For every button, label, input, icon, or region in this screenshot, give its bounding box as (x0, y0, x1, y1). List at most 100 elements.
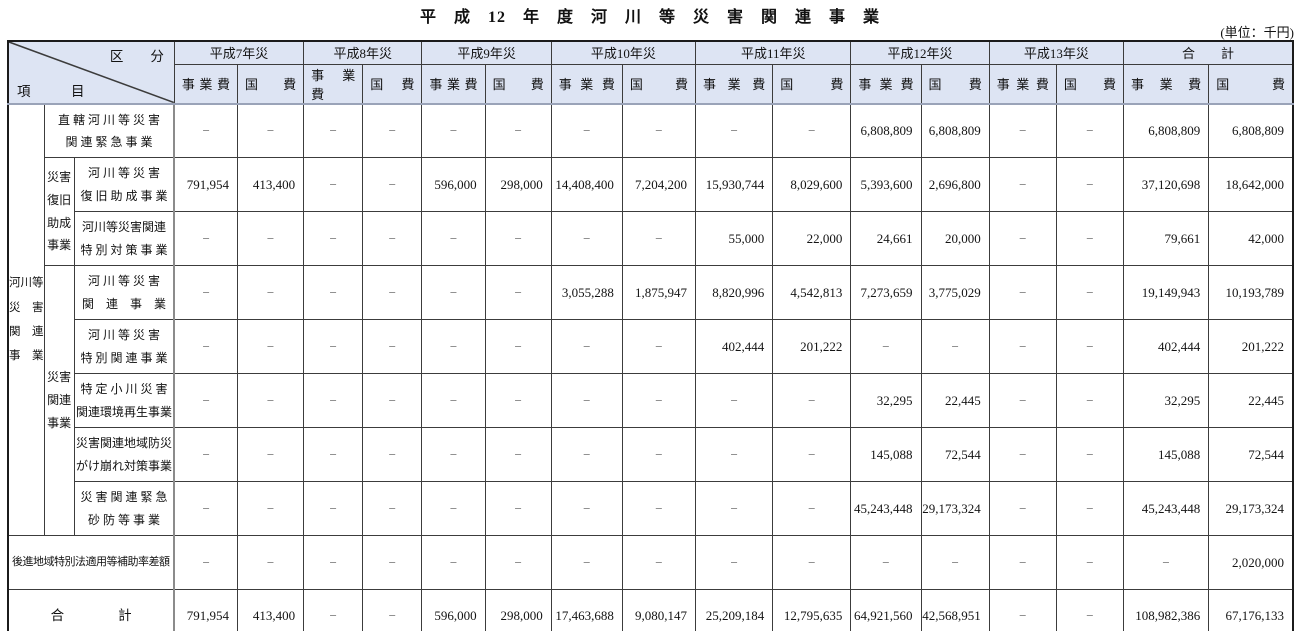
value-cell-r8-c3: − (303, 481, 364, 536)
value-cell-r1-c16: 6,808,809 (1208, 103, 1294, 158)
value-cell-r1-c7: − (550, 103, 623, 158)
col-group-3: 平成9年災 (421, 40, 552, 65)
value-cell-r4-c5: − (421, 265, 486, 320)
row-label: 特 定 小 川 災 害 関連環境再生事業 (73, 373, 176, 428)
value-cell-r7-c12: 72,544 (920, 427, 990, 482)
col-sub-8-kokuhi: 国 費 (1208, 63, 1294, 105)
value-cell-r10-c4: − (362, 589, 423, 631)
group-label-fukkyuu: 災害 復旧 助成 事業 (43, 157, 75, 266)
value-cell-r6-c10: − (772, 373, 852, 428)
col-group-1: 平成7年災 (173, 40, 305, 65)
value-cell-r4-c8: 1,875,947 (621, 265, 697, 320)
col-sub-2-jigyouhi: 事 業 費 (303, 63, 364, 105)
value-cell-r2-c12: 2,696,800 (920, 157, 990, 212)
value-cell-r5-c8: − (621, 319, 697, 374)
row-label: 直 轄 河 川 等 災 害 関 連 緊 急 事 業 (43, 103, 176, 158)
value-cell-r3-c10: 22,000 (772, 211, 852, 266)
value-cell-r3-c13: − (988, 211, 1057, 266)
value-cell-r1-c5: − (421, 103, 486, 158)
col-group-6: 平成12年災 (850, 40, 990, 65)
value-cell-r6-c6: − (484, 373, 552, 428)
value-cell-r3-c16: 42,000 (1208, 211, 1294, 266)
group-label-kanren: 災害 関連 事業 (43, 265, 75, 536)
row-label: 河 川 等 災 害 復 旧 助 成 事 業 (73, 157, 176, 212)
value-cell-r7-c4: − (362, 427, 423, 482)
value-cell-r8-c15: 45,243,448 (1122, 481, 1210, 536)
value-cell-r8-c9: − (695, 481, 774, 536)
value-cell-r7-c5: − (421, 427, 486, 482)
value-cell-r7-c8: − (621, 427, 697, 482)
value-cell-r3-c8: − (621, 211, 697, 266)
table-row-9: 後進地域特別法適用等補助率差額 − − − − − − − − − − − − − − −2,020,000 (7, 535, 1294, 590)
col-sub-3-jigyouhi: 事 業 費 (421, 63, 486, 105)
value-cell-r4-c4: − (362, 265, 423, 320)
value-cell-r4-c14: − (1055, 265, 1125, 320)
value-cell-r2-c11: 5,393,600 (850, 157, 922, 212)
value-cell-r2-c9: 15,930,744 (695, 157, 774, 212)
col-sub-7-jigyouhi: 事 業 費 (988, 63, 1057, 105)
value-cell-r9-c8: − (621, 535, 697, 590)
value-cell-r10-c14: − (1055, 589, 1125, 631)
value-cell-r3-c2: − (236, 211, 305, 266)
value-cell-r3-c1: − (173, 211, 239, 266)
value-cell-r2-c16: 18,642,000 (1208, 157, 1294, 212)
value-cell-r6-c9: − (695, 373, 774, 428)
col-sub-6-jigyouhi: 事 業 費 (850, 63, 922, 105)
value-cell-r6-c2: − (236, 373, 305, 428)
value-cell-r7-c11: 145,088 (850, 427, 922, 482)
value-cell-r1-c10: − (772, 103, 852, 158)
data-table: 区 分 項 目 平成7年災 平成8年災 平成9年災 平成10年災 平成11年災 平成12年… (7, 40, 1294, 631)
value-cell-r7-c3: − (303, 427, 364, 482)
value-cell-r8-c8: − (621, 481, 697, 536)
table-row-8: 災 害 関 連 緊 急 砂 防 等 事 業 − − − − − − − − − −45,243,44… (8, 481, 1294, 536)
value-cell-r10-c7: 17,463,688 (550, 589, 623, 631)
value-cell-r6-c8: − (621, 373, 697, 428)
value-cell-r5-c5: − (421, 319, 486, 374)
value-cell-r9-c4: − (362, 535, 423, 590)
value-cell-r1-c9: − (695, 103, 774, 158)
value-cell-r3-c3: − (303, 211, 364, 266)
value-cell-r7-c1: − (173, 427, 239, 482)
value-cell-r9-c7: − (550, 535, 623, 590)
value-cell-r10-c12: 42,568,951 (920, 589, 990, 631)
value-cell-r4-c10: 4,542,813 (772, 265, 852, 320)
value-cell-r4-c11: 7,273,659 (850, 265, 922, 320)
value-cell-r9-c16: 2,020,000 (1208, 535, 1294, 590)
value-cell-r10-c11: 64,921,560 (850, 589, 922, 631)
value-cell-r1-c2: − (236, 103, 305, 158)
value-cell-r6-c15: 32,295 (1122, 373, 1210, 428)
value-cell-r9-c10: − (772, 535, 852, 590)
value-cell-r10-c16: 67,176,133 (1208, 589, 1294, 631)
value-cell-r1-c4: − (362, 103, 423, 158)
col-sub-5-jigyouhi: 事 業 費 (695, 63, 774, 105)
diagonal-divider-icon (9, 42, 174, 102)
value-cell-r5-c15: 402,444 (1122, 319, 1210, 374)
value-cell-r2-c14: − (1055, 157, 1125, 212)
col-group-7: 平成13年災 (988, 40, 1125, 65)
value-cell-r3-c4: − (362, 211, 423, 266)
value-cell-r5-c4: − (362, 319, 423, 374)
value-cell-r4-c15: 19,149,943 (1122, 265, 1210, 320)
value-cell-r7-c15: 145,088 (1122, 427, 1210, 482)
value-cell-r7-c2: − (236, 427, 305, 482)
value-cell-r5-c14: − (1055, 319, 1125, 374)
value-cell-r3-c6: − (484, 211, 552, 266)
value-cell-r9-c6: − (484, 535, 552, 590)
value-cell-r8-c11: 45,243,448 (850, 481, 922, 536)
value-cell-r2-c13: − (988, 157, 1057, 212)
value-cell-r4-c13: − (988, 265, 1057, 320)
row-label: 後進地域特別法適用等補助率差額 (7, 535, 176, 590)
value-cell-r9-c1: − (173, 535, 239, 590)
value-cell-r8-c7: − (550, 481, 623, 536)
value-cell-r5-c7: − (550, 319, 623, 374)
corner-label-koumoku: 項 目 (17, 83, 85, 99)
value-cell-r5-c2: − (236, 319, 305, 374)
value-cell-r1-c12: 6,808,809 (920, 103, 990, 158)
value-cell-r2-c5: 596,000 (421, 157, 486, 212)
value-cell-r6-c14: − (1055, 373, 1125, 428)
table-row-7: 災害関連地域防災 がけ崩れ対策事業 − − − − − − − − − −145,088 72,544… (8, 427, 1294, 482)
table-body: 河川等 災 害 関 連 事 業直 轄 河 川 等 災 害 関 連 緊 急 事 業… (7, 103, 1294, 631)
value-cell-r3-c9: 55,000 (695, 211, 774, 266)
value-cell-r1-c15: 6,808,809 (1122, 103, 1210, 158)
col-sub-6-kokuhi: 国 費 (920, 63, 990, 105)
